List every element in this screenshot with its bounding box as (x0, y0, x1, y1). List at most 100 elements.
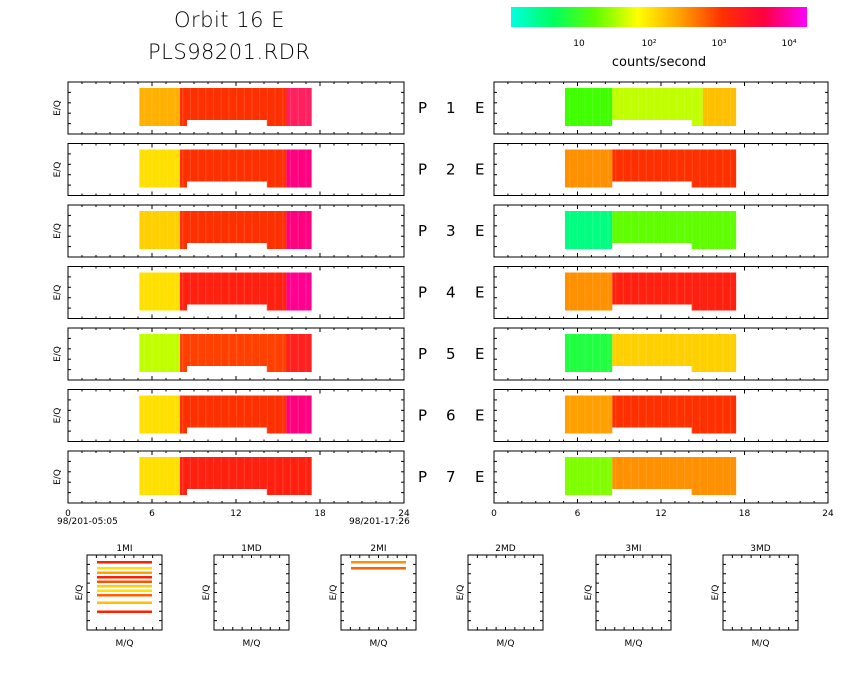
heatmap-stripe (615, 457, 617, 495)
panel-label-number: 1 (446, 99, 456, 117)
heatmap-stripe (699, 272, 701, 311)
colorbar-label: counts/second (612, 55, 706, 70)
heatmap-stripe (159, 88, 161, 126)
heatmap-stripe (205, 334, 207, 372)
heatmap-stripe (197, 334, 199, 372)
mq-frame (595, 554, 672, 631)
heatmap-stripe (282, 211, 284, 249)
heatmap-stripe (289, 272, 292, 311)
heatmap-stripe (676, 149, 678, 188)
panel-label-e: E (475, 99, 484, 117)
heatmap-stripe (143, 457, 145, 495)
heatmap-stripe (228, 457, 230, 495)
heatmap-stripe (159, 457, 161, 495)
heatmap-stripe (212, 457, 215, 495)
mq-band (97, 601, 152, 604)
heatmap-stripe (205, 395, 207, 434)
heatmap-stripe (607, 272, 609, 311)
heatmap-stripe (722, 334, 724, 372)
heatmap-stripe (305, 88, 307, 126)
mq-frame (467, 554, 544, 631)
heatmap-stripe (174, 149, 176, 188)
heatmap-cell (139, 395, 180, 434)
heatmap-stripe (289, 457, 292, 495)
heatmap-cell (564, 457, 613, 495)
heatmap-stripe (691, 334, 693, 372)
heatmap-stripe (274, 88, 276, 126)
plot-title: Orbit 16 E (174, 8, 285, 32)
heatmap-stripe (151, 149, 153, 188)
mq-band (97, 567, 152, 570)
time-end-label: 98/201-17:26 (349, 517, 410, 527)
mq-x-label: M/Q (752, 639, 770, 649)
data-gap (612, 181, 692, 189)
heatmap-cell (180, 395, 287, 434)
heatmap-stripe (668, 88, 670, 126)
heatmap-stripe (151, 334, 153, 372)
data-gap (187, 120, 267, 127)
heatmap-stripe (212, 149, 215, 188)
heatmap-cell (612, 272, 737, 311)
left-panel (67, 450, 405, 504)
heatmap-stripe (228, 395, 230, 434)
heatmap-stripe (691, 88, 693, 126)
heatmap-stripe (228, 334, 230, 372)
heatmap-stripe (266, 88, 268, 126)
heatmap-stripe (729, 334, 732, 372)
heatmap-stripe (592, 334, 594, 372)
heatmap-stripe (159, 211, 161, 249)
spectrogram-figure: E/Q P 1 E E/Q P 2 E E/Q P 3 E E/Q P 4 E E/Q P 5 E E/Q P 6 E E/Q P… (53, 81, 834, 519)
heatmap-cell (139, 457, 180, 495)
heatmap-stripe (166, 457, 168, 495)
heatmap-cell (612, 211, 737, 249)
heatmap-stripe (668, 457, 670, 495)
heatmap-cell (286, 149, 312, 188)
mq-y-label: E/Q (75, 585, 85, 601)
heatmap-stripe (569, 395, 571, 434)
heatmap-stripe (220, 272, 222, 311)
heatmap-stripe (143, 395, 145, 434)
heatmap-stripe (166, 272, 168, 311)
mq-panel: 1MD M/Q E/Q (202, 544, 290, 649)
y-axis-label: E/Q (53, 100, 63, 116)
heatmap-stripe (151, 395, 153, 434)
heatmap-stripe (615, 334, 617, 372)
data-gap (187, 243, 267, 250)
heatmap-stripe (630, 88, 632, 126)
heatmap-stripe (630, 334, 632, 372)
heatmap-stripe (653, 88, 655, 126)
heatmap-cell (564, 88, 613, 126)
heatmap-stripe (615, 211, 617, 249)
heatmap-cell (564, 395, 613, 434)
heatmap-stripe (236, 334, 238, 372)
mq-band (97, 561, 152, 564)
heatmap-stripe (668, 272, 670, 311)
heatmap-stripe (592, 395, 594, 434)
heatmap-stripe (143, 211, 145, 249)
heatmap-stripe (722, 272, 724, 311)
heatmap-stripe (259, 211, 261, 249)
heatmap-stripe (159, 272, 161, 311)
heatmap-stripe (615, 395, 617, 434)
colorbar (511, 7, 807, 27)
heatmap-stripe (228, 149, 230, 188)
heatmap-stripe (592, 457, 594, 495)
heatmap-stripe (282, 457, 284, 495)
heatmap-stripe (722, 88, 724, 126)
heatmap-stripe (159, 395, 161, 434)
mq-band (97, 585, 152, 588)
heatmap-stripe (197, 457, 199, 495)
heatmap-stripe (266, 334, 268, 372)
heatmap-stripe (259, 395, 261, 434)
heatmap-stripe (729, 272, 732, 311)
heatmap-stripe (569, 211, 571, 249)
heatmap-stripe (584, 457, 586, 495)
mq-frame (722, 554, 799, 631)
right-panel (493, 450, 829, 504)
data-gap (187, 366, 267, 373)
heatmap-stripe (638, 88, 640, 126)
heatmap-stripe (714, 334, 716, 372)
heatmap-stripe (289, 395, 292, 434)
heatmap-stripe (622, 149, 624, 188)
heatmap-cell (139, 211, 180, 249)
